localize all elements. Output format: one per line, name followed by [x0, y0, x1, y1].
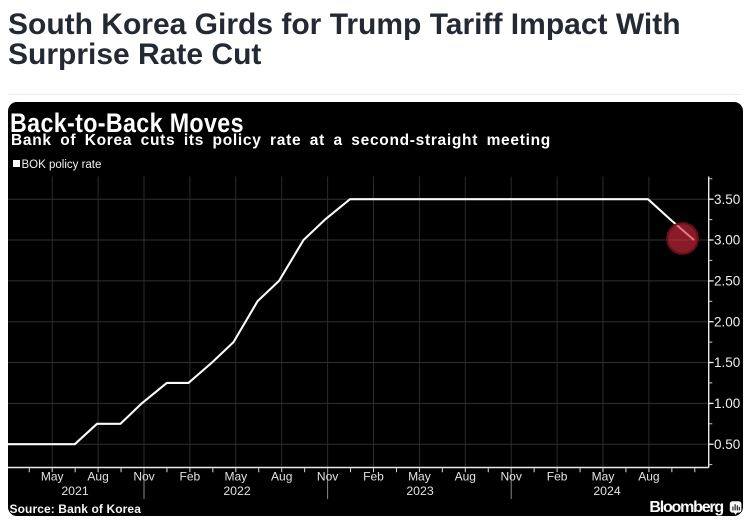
svg-text:2.50: 2.50	[714, 274, 740, 289]
svg-text:Aug: Aug	[271, 470, 292, 484]
svg-text:3.00: 3.00	[714, 233, 740, 248]
svg-text:2023: 2023	[406, 484, 434, 498]
svg-text:Nov: Nov	[133, 470, 154, 484]
svg-text:May: May	[592, 470, 615, 484]
svg-text:May: May	[224, 470, 247, 484]
svg-text:Aug: Aug	[455, 470, 476, 484]
svg-text:Feb: Feb	[363, 470, 384, 484]
svg-text:Feb: Feb	[547, 470, 568, 484]
svg-text:0.50: 0.50	[714, 437, 740, 452]
svg-text:Aug: Aug	[638, 470, 659, 484]
svg-text:1.00: 1.00	[714, 396, 740, 411]
svg-text:3.50: 3.50	[714, 192, 740, 207]
svg-text:Nov: Nov	[317, 470, 338, 484]
svg-text:May: May	[408, 470, 431, 484]
svg-text:Feb: Feb	[180, 470, 201, 484]
svg-text:Nov: Nov	[501, 470, 522, 484]
svg-text:Aug: Aug	[87, 470, 108, 484]
svg-text:May: May	[41, 470, 64, 484]
svg-text:1.50: 1.50	[714, 355, 740, 370]
svg-text:2.00: 2.00	[714, 314, 740, 329]
svg-text:2021: 2021	[61, 484, 89, 498]
svg-text:2022: 2022	[223, 484, 251, 498]
svg-text:2024: 2024	[593, 484, 621, 498]
